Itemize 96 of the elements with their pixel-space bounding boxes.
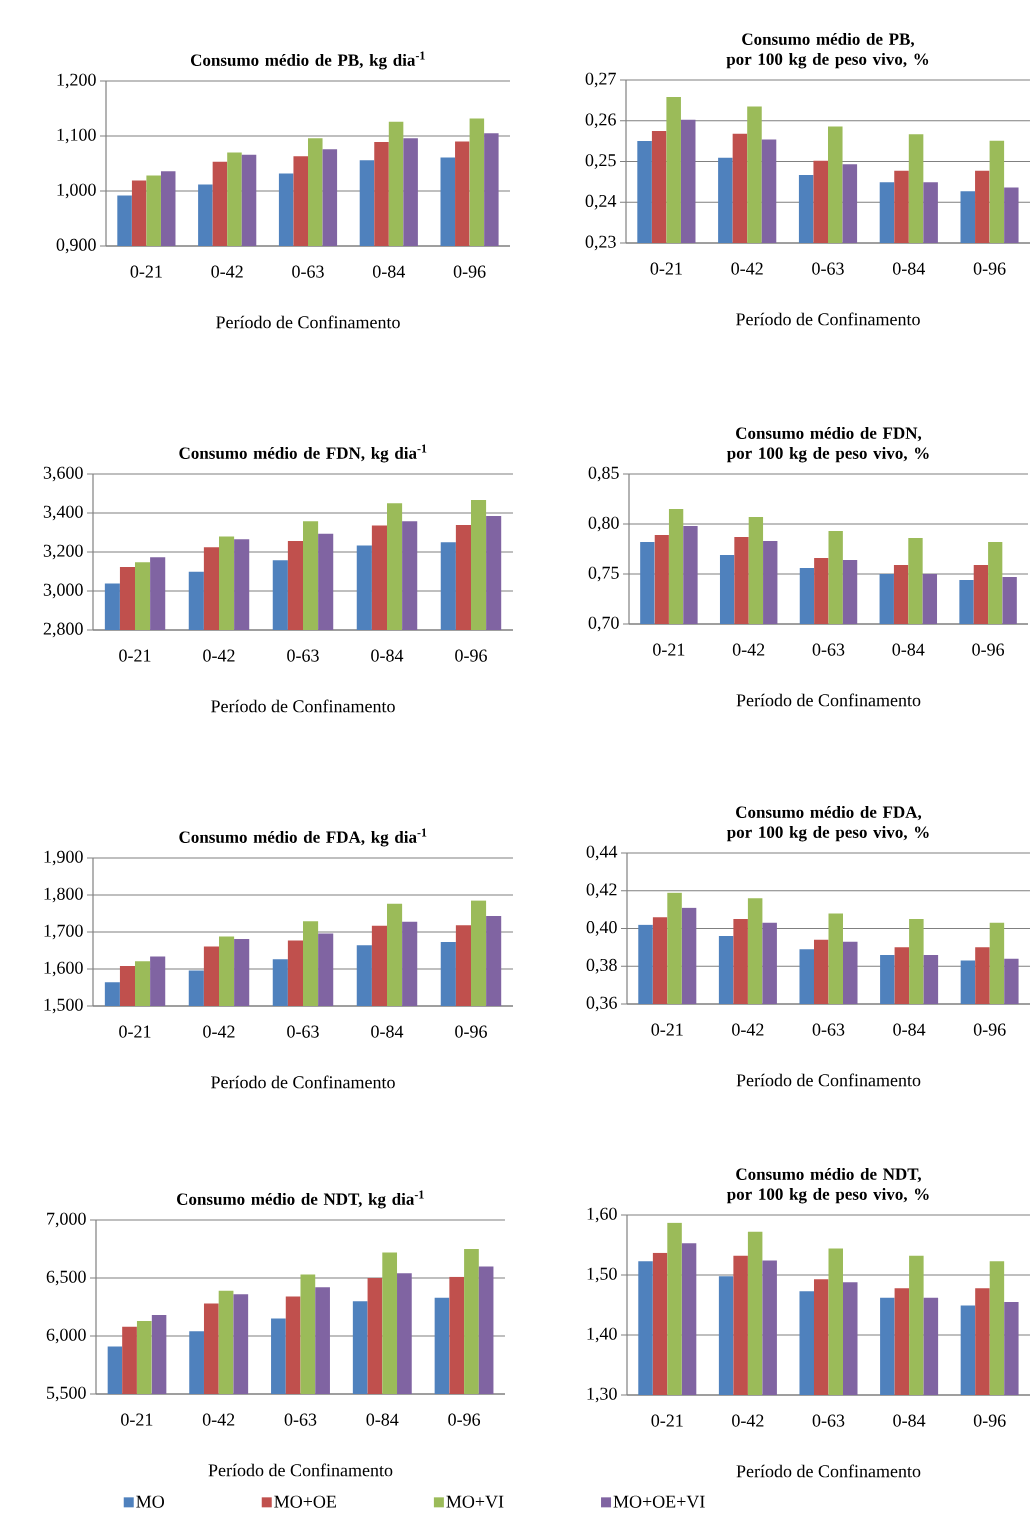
y-tick-label: 1,500 [44, 998, 83, 1014]
x-tick-label: 0-63 [812, 262, 844, 275]
y-tick-label: 1,700 [44, 924, 83, 940]
y-tick-label: 3,000 [43, 583, 83, 599]
y-tick-label: 6,000 [46, 1328, 86, 1344]
x-axis-title: Período de Confinamento [736, 1073, 921, 1087]
x-tick-label: 0-63 [287, 649, 319, 662]
x-tick-label: 0-84 [893, 1414, 926, 1427]
x-tick-label: 0-21 [130, 265, 162, 278]
x-tick-label: 0-21 [651, 1414, 683, 1427]
chart-title: Consumo médio de FDN, kg dia$^{-1}$ [179, 444, 427, 463]
y-tick-label: 0,27 [585, 72, 616, 88]
x-axis-title: Período de Confinamento [211, 1075, 395, 1089]
x-axis-title: Período de Confinamento [736, 693, 921, 707]
y-tick-label: 0,85 [588, 466, 619, 482]
x-tick-label: 0-63 [292, 265, 324, 278]
x-tick-label: 0-96 [455, 1025, 487, 1038]
x-tick-label: 0-42 [732, 1414, 764, 1427]
y-tick-label: 0,36 [586, 996, 617, 1012]
x-tick-label: 0-42 [202, 1413, 235, 1426]
x-axis-title: Período de Confinamento [211, 699, 395, 713]
x-tick-label: 0-84 [372, 265, 406, 278]
chart-title: Consumo médio de NDT, por 100 kg de peso vivo, % [726, 1167, 929, 1204]
x-tick-label: 0-63 [812, 1414, 845, 1427]
y-tick-label: 1,800 [44, 887, 83, 903]
x-tick-label: 0-96 [973, 1023, 1006, 1036]
y-tick-label: 5,500 [47, 1386, 86, 1402]
y-tick-label: 1,200 [57, 73, 96, 89]
x-axis-title: Período de Confinamento [216, 315, 400, 329]
chart-title: Consumo médio de FDA, kg dia$^{-1}$ [179, 828, 427, 847]
y-tick-label: 0,24 [585, 194, 617, 210]
x-tick-label: 0-96 [973, 262, 1006, 275]
x-tick-label: 0-63 [287, 1025, 319, 1038]
x-tick-label: 0-42 [731, 262, 763, 275]
legend-label: MO+OE+VI [613, 1495, 705, 1508]
y-tick-label: 3,400 [43, 505, 83, 521]
x-tick-label: 0-96 [455, 649, 487, 662]
y-tick-label: 0,900 [56, 238, 96, 254]
y-tick-label: 3,600 [43, 466, 83, 482]
x-tick-label: 0-42 [732, 643, 765, 656]
x-tick-label: 0-84 [371, 1025, 404, 1038]
y-tick-label: 1,100 [57, 128, 96, 144]
y-tick-label: 1,600 [44, 961, 83, 977]
y-tick-label: 0,38 [586, 958, 617, 974]
y-tick-label: 2,800 [43, 622, 83, 638]
x-tick-label: 0-84 [892, 262, 926, 275]
y-tick-label: 7,000 [47, 1212, 86, 1228]
x-tick-label: 0-21 [121, 1413, 153, 1426]
x-tick-label: 0-96 [448, 1413, 481, 1426]
x-tick-label: 0-84 [371, 649, 404, 662]
y-tick-label: 0,42 [586, 883, 617, 899]
x-axis-title: Período de Confinamento [736, 1464, 921, 1478]
y-tick-label: 1,900 [44, 850, 83, 866]
x-tick-label: 0-63 [812, 643, 845, 656]
y-tick-label: 0,70 [588, 616, 619, 632]
x-tick-label: 0-63 [812, 1023, 845, 1036]
x-tick-label: 0-84 [893, 1023, 926, 1036]
x-tick-label: 0-42 [203, 1025, 235, 1038]
x-tick-label: 0-96 [453, 265, 486, 278]
y-tick-label: 0,75 [588, 566, 619, 582]
x-tick-label: 0-21 [651, 1023, 683, 1036]
x-tick-label: 0-21 [650, 262, 682, 275]
x-tick-label: 0-42 [211, 265, 243, 278]
x-tick-label: 0-96 [972, 643, 1005, 656]
x-tick-label: 0-84 [366, 1413, 399, 1426]
x-tick-label: 0-63 [284, 1413, 317, 1426]
legend-label: MO+VI [446, 1495, 504, 1508]
y-tick-label: 6,500 [46, 1270, 86, 1286]
x-axis-title: Período de Confinamento [736, 312, 920, 326]
x-tick-label: 0-21 [119, 649, 151, 662]
x-tick-label: 0-42 [203, 649, 235, 662]
x-tick-label: 0-84 [892, 643, 925, 656]
chart-title: Consumo médio de NDT, kg dia$^{-1}$ [177, 1190, 424, 1209]
chart-title: Consumo médio de PB, kg dia$^{-1}$ [190, 51, 425, 70]
y-tick-label: 1,60 [587, 1207, 617, 1223]
y-tick-label: 3,200 [43, 544, 83, 560]
y-tick-label: 1,40 [587, 1327, 617, 1343]
y-tick-label: 1,50 [587, 1267, 617, 1283]
y-tick-label: 0,40 [586, 921, 617, 936]
x-axis-title: Período de Confinamento [208, 1463, 393, 1477]
y-tick-label: 0,23 [585, 235, 616, 251]
y-tick-label: 1,000 [57, 183, 96, 199]
y-tick-label: 0,80 [588, 516, 619, 532]
chart-title: Consumo médio de FDA, por 100 kg de peso vivo, % [726, 805, 929, 842]
x-tick-label: 0-21 [119, 1025, 151, 1038]
chart-title: Consumo médio de FDN, por 100 kg de peso vivo, % [726, 426, 929, 463]
x-tick-label: 0-96 [973, 1414, 1006, 1427]
x-tick-label: 0-42 [732, 1023, 764, 1036]
y-tick-label: 1,30 [587, 1387, 617, 1403]
legend-label: MO+OE [274, 1495, 336, 1508]
legend-label: MO [136, 1495, 164, 1508]
y-tick-label: 0,26 [585, 113, 616, 129]
y-tick-label: 0,44 [586, 845, 618, 861]
x-tick-label: 0-21 [653, 643, 685, 656]
y-tick-label: 0,25 [585, 154, 616, 169]
chart-title: Consumo médio de PB, por 100 kg de peso vivo, % [726, 32, 929, 69]
